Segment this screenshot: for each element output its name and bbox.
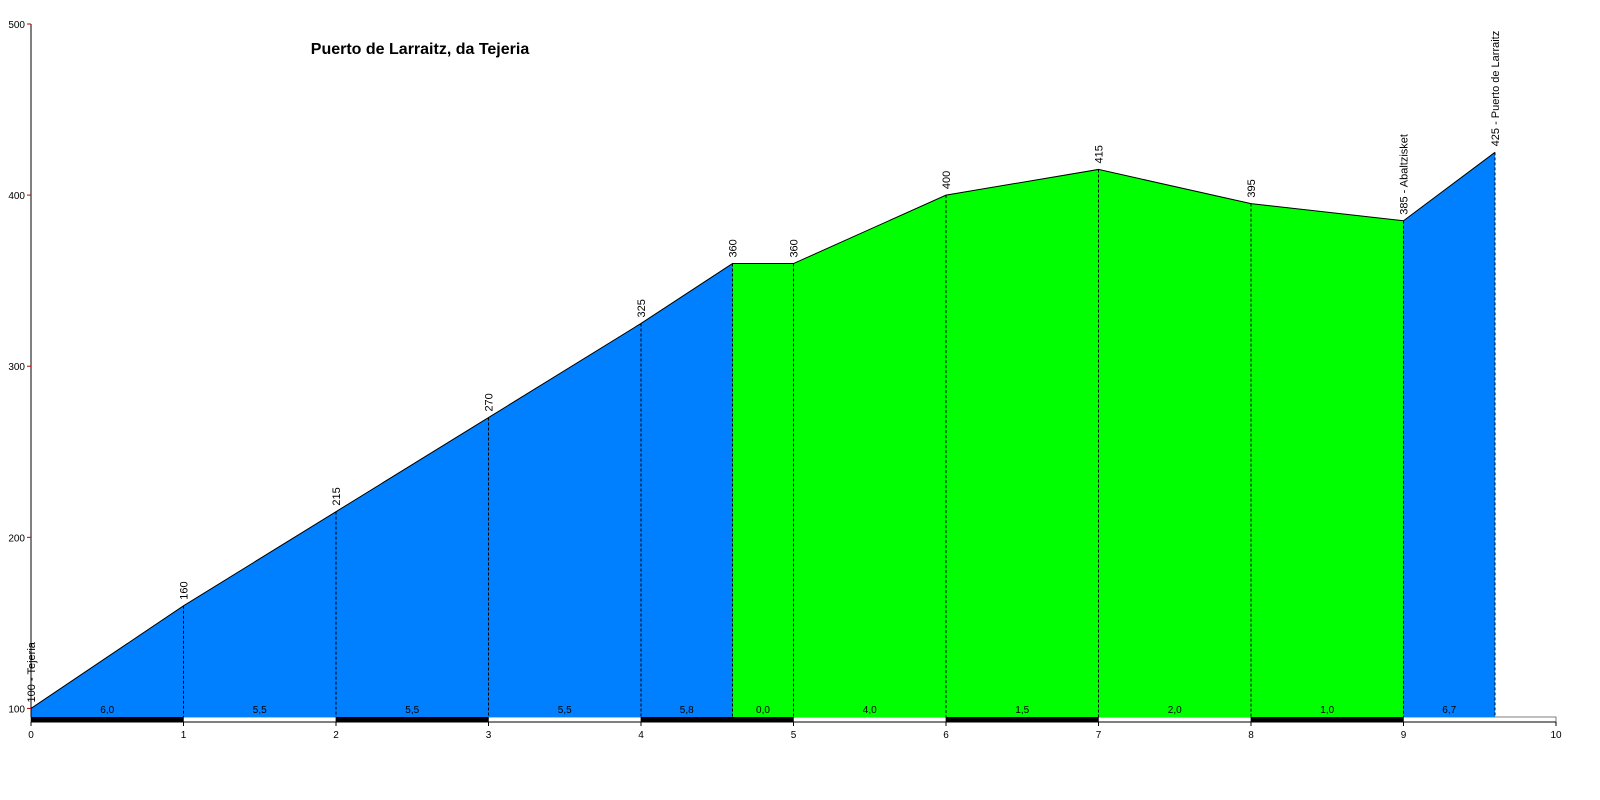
gradient-label: 5,5 xyxy=(253,705,267,716)
x-tick-label: 8 xyxy=(1248,730,1254,741)
gradient-label: 1,5 xyxy=(1015,705,1029,716)
km-bar xyxy=(793,716,947,723)
point-label: 400 xyxy=(941,171,953,189)
km-bar xyxy=(183,716,337,723)
gradient-label: 5,8 xyxy=(680,705,694,716)
y-tick-label: 500 xyxy=(8,20,25,31)
x-tick-label: 2 xyxy=(333,730,339,741)
gradient-label: 4,0 xyxy=(863,705,877,716)
segment-area xyxy=(31,605,184,717)
x-tick-label: 0 xyxy=(28,730,34,741)
x-tick-label: 5 xyxy=(791,730,797,741)
gradient-label: 1,0 xyxy=(1320,705,1334,716)
km-bar xyxy=(30,716,184,723)
point-label: 415 xyxy=(1094,145,1106,163)
segment-area xyxy=(183,511,336,717)
chart-title: Puerto de Larraitz, da Tejeria xyxy=(311,41,530,58)
point-label: 270 xyxy=(484,393,496,411)
gradient-label: 5,5 xyxy=(405,705,419,716)
y-tick-label: 200 xyxy=(8,533,25,544)
point-label: 425 - Puerto de Larraitz xyxy=(1490,31,1502,147)
segment-area xyxy=(336,417,489,717)
x-tick-label: 4 xyxy=(638,730,644,741)
point-label: 100 - Tejeria xyxy=(26,641,38,702)
segment-area xyxy=(793,195,946,718)
x-tick-label: 6 xyxy=(943,730,949,741)
y-tick-label: 400 xyxy=(8,191,25,202)
point-label: 215 xyxy=(331,487,343,505)
x-tick-label: 9 xyxy=(1401,730,1407,741)
y-tick-label: 100 xyxy=(8,704,25,715)
km-bar xyxy=(488,716,642,723)
y-tick-label: 300 xyxy=(8,362,25,373)
gradient-label: 0,0 xyxy=(756,705,770,716)
km-bar xyxy=(1098,716,1252,723)
point-label: 385 - Abaltzisket xyxy=(1399,134,1411,215)
point-label: 160 xyxy=(179,581,191,599)
segment-area xyxy=(946,169,1099,717)
point-label: 360 xyxy=(789,239,801,257)
segment-area xyxy=(1403,152,1495,718)
segment-area xyxy=(1251,203,1404,717)
profile-line xyxy=(30,151,1496,709)
point-label: 325 xyxy=(636,299,648,317)
gradient-label: 6,0 xyxy=(100,705,114,716)
gradient-label: 2,0 xyxy=(1168,705,1182,716)
x-tick-label: 10 xyxy=(1550,730,1562,741)
km-bar xyxy=(335,716,489,723)
km-bar xyxy=(640,716,794,723)
x-tick-label: 3 xyxy=(486,730,492,741)
x-tick-label: 1 xyxy=(181,730,187,741)
km-bar xyxy=(1250,716,1404,723)
point-label: 360 xyxy=(728,239,740,257)
km-bar xyxy=(1403,716,1557,723)
gradient-label: 6,7 xyxy=(1442,705,1456,716)
segment-area xyxy=(488,323,641,717)
km-bar xyxy=(945,716,1099,723)
gradient-label: 5,5 xyxy=(558,705,572,716)
x-tick-label: 7 xyxy=(1096,730,1102,741)
point-label: 395 xyxy=(1246,179,1258,197)
segment-area xyxy=(1098,169,1251,717)
segment-area xyxy=(732,263,794,717)
segment-area xyxy=(641,263,733,717)
